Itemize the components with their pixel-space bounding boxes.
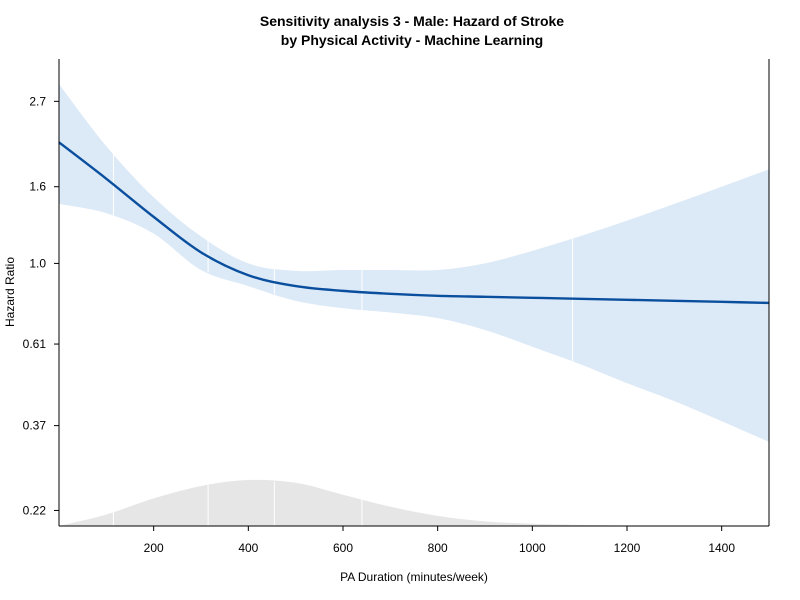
x-tick-label: 200 bbox=[144, 541, 164, 555]
knot-lines-layer bbox=[112, 152, 574, 526]
density-area-layer bbox=[59, 479, 769, 526]
confidence-band bbox=[59, 84, 769, 442]
y-tick-label: 0.37 bbox=[23, 419, 47, 433]
y-tick-label: 1.6 bbox=[29, 180, 46, 194]
confidence-band-layer bbox=[59, 84, 769, 442]
x-tick-label: 1400 bbox=[708, 541, 735, 555]
x-tick-label: 800 bbox=[428, 541, 448, 555]
y-axis-title: Hazard Ratio bbox=[3, 257, 17, 327]
hazard-line-layer bbox=[58, 141, 770, 305]
density-area bbox=[59, 479, 769, 526]
y-tick-label: 0.61 bbox=[23, 337, 47, 351]
x-axis-title: PA Duration (minutes/week) bbox=[340, 570, 488, 584]
x-tick-label: 1000 bbox=[519, 541, 546, 555]
chart-title: Sensitivity analysis 3 - Male: Hazard of… bbox=[0, 12, 800, 50]
chart-title-line-2: by Physical Activity - Machine Learning bbox=[280, 32, 544, 48]
axes-layer: 200 400 600 800 1000 1200 1400 0.22 0.37 0.61 1.0 1… bbox=[23, 59, 770, 555]
y-tick-label: 1.0 bbox=[29, 256, 46, 270]
x-tick-label: 1200 bbox=[614, 541, 641, 555]
x-tick-label: 600 bbox=[333, 541, 353, 555]
x-tick-label: 400 bbox=[238, 541, 258, 555]
hazard-ratio-line bbox=[58, 141, 770, 305]
y-tick-label: 0.22 bbox=[23, 503, 47, 517]
y-tick-label: 2.7 bbox=[29, 94, 46, 108]
chart-title-line-1: Sensitivity analysis 3 - Male: Hazard of… bbox=[259, 13, 565, 29]
